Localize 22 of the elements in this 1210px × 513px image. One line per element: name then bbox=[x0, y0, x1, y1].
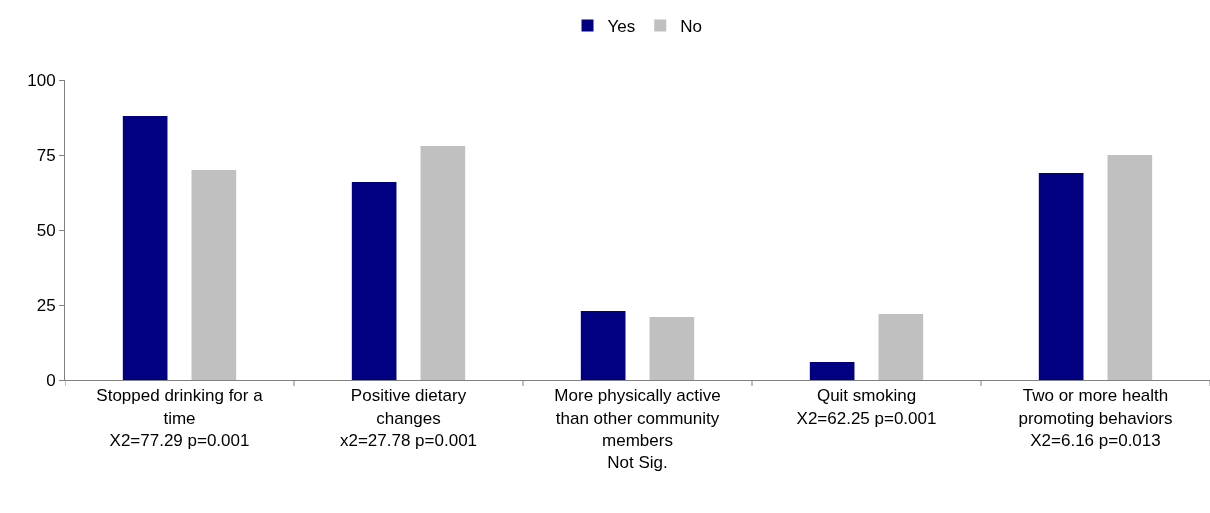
bar bbox=[809, 362, 855, 380]
bar bbox=[351, 182, 397, 380]
x-tick-label: Stopped drinking for a time X2=77.29 p=0.001 bbox=[96, 386, 264, 450]
bar bbox=[649, 317, 695, 380]
legend-label: Yes bbox=[607, 17, 636, 37]
bar bbox=[1038, 173, 1084, 380]
bar bbox=[878, 314, 924, 380]
x-tick-label: More physically active than other community members Not Sig. bbox=[554, 386, 721, 472]
bar bbox=[191, 170, 237, 380]
x-tick-label: Quit smoking X2=62.25 p=0.001 bbox=[796, 386, 937, 428]
x-tick-label: Two or more health promoting behaviors X2=6.16 p=0.013 bbox=[1018, 386, 1173, 450]
y-tick-label: 0 bbox=[46, 370, 56, 390]
bar bbox=[420, 146, 466, 380]
bar bbox=[580, 311, 626, 380]
bar bbox=[1107, 155, 1153, 380]
x-tick-label: Positive dietary changes x2=27.78 p=0.001 bbox=[339, 386, 478, 450]
bar bbox=[122, 116, 168, 380]
y-tick-label: 50 bbox=[36, 220, 56, 240]
y-tick-label: 100 bbox=[27, 70, 56, 90]
y-tick-label: 75 bbox=[36, 145, 56, 165]
legend-label: No bbox=[680, 17, 702, 37]
y-tick-label: 25 bbox=[36, 295, 56, 315]
